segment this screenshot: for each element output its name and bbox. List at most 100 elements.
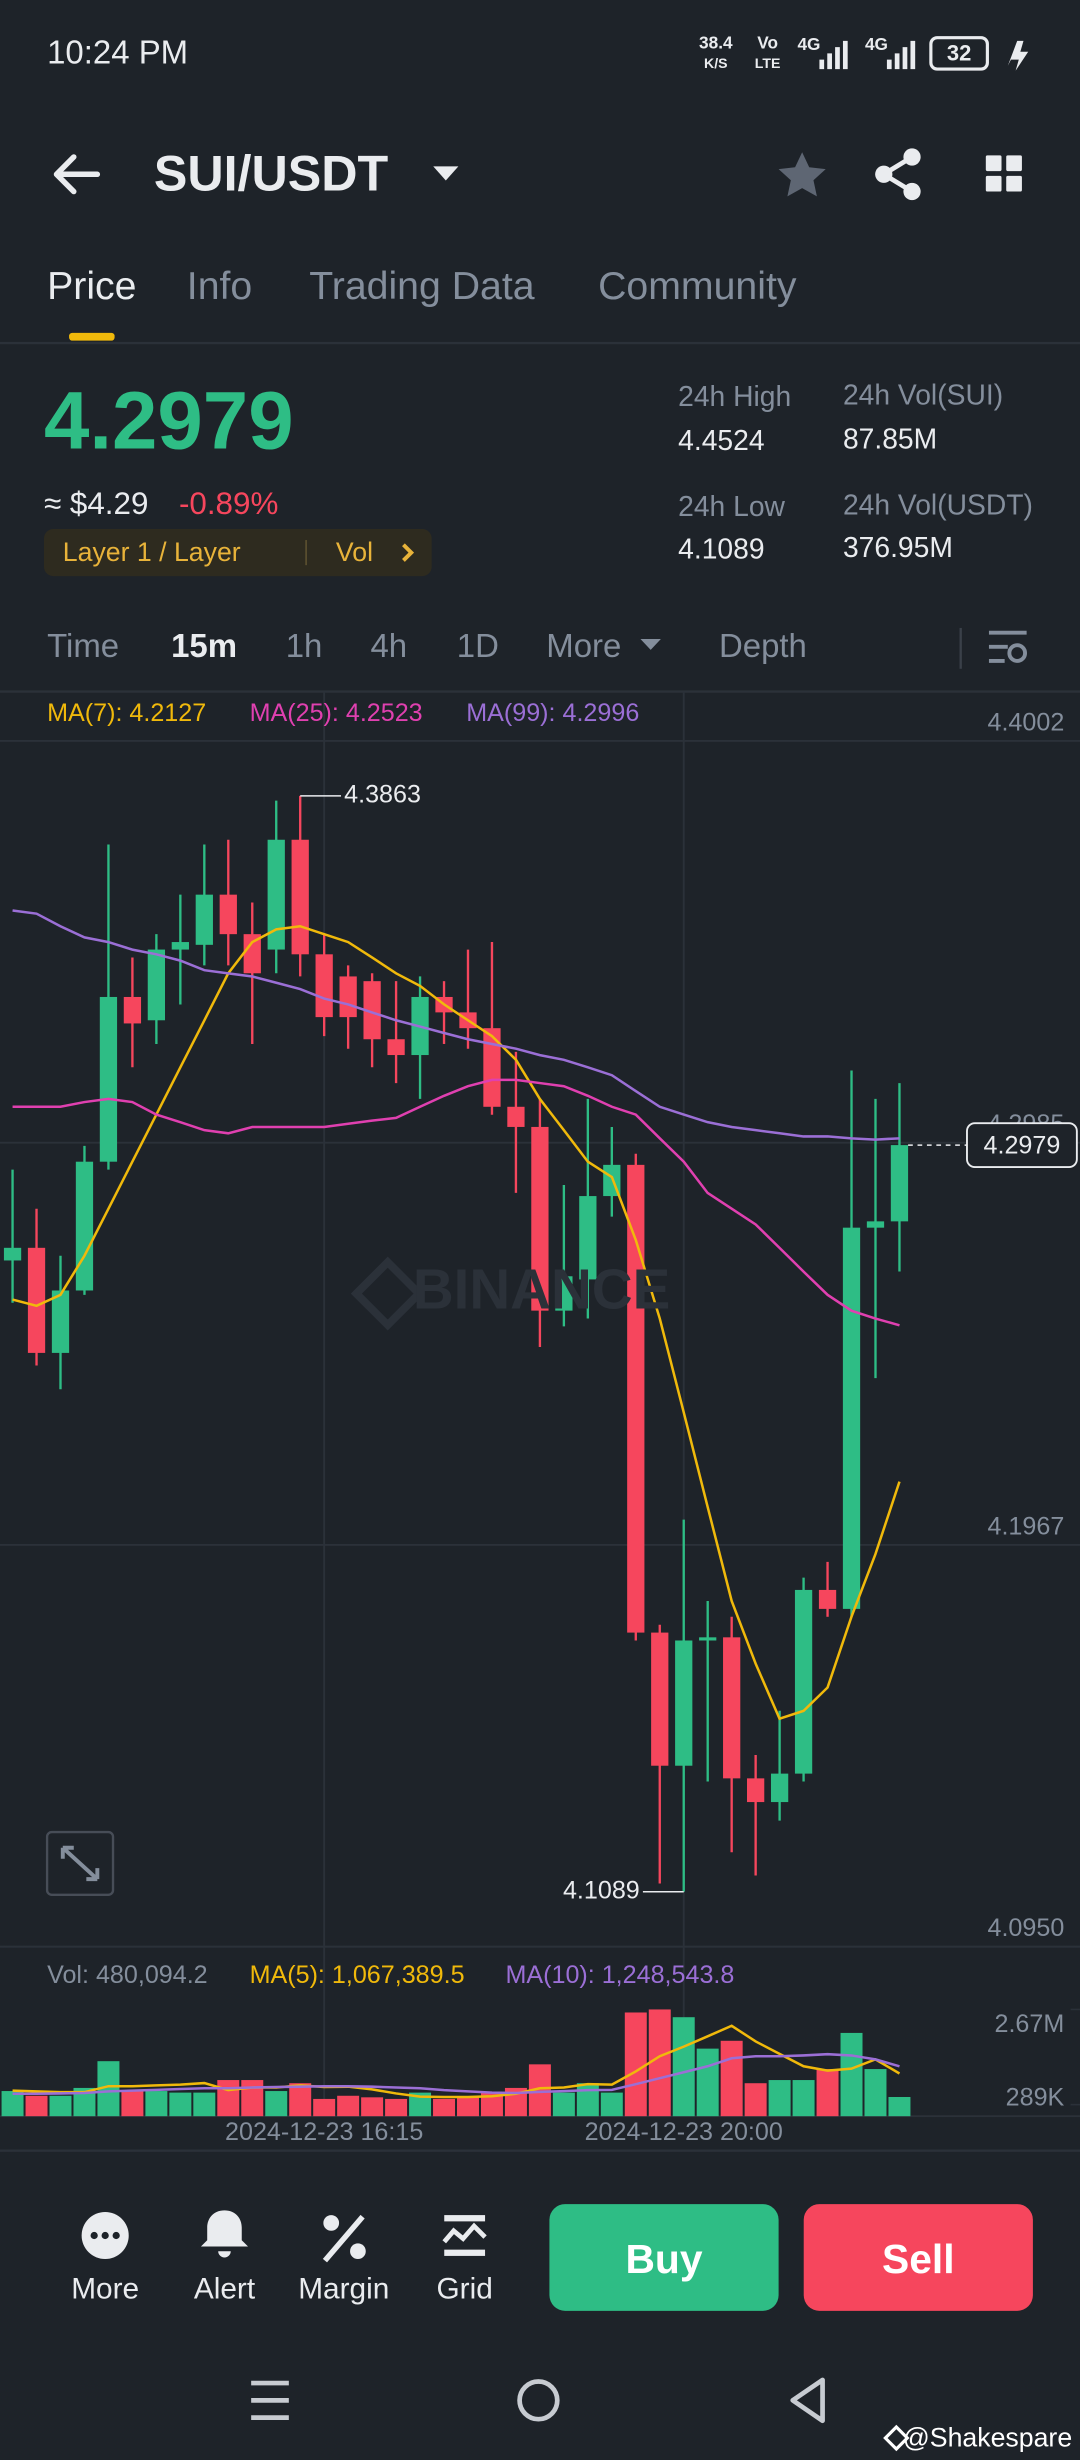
candle-body bbox=[75, 1161, 94, 1291]
volume-bar bbox=[361, 2097, 384, 2117]
volume-bar bbox=[433, 2098, 456, 2117]
more-icon[interactable] bbox=[81, 2211, 129, 2260]
chevron bbox=[402, 543, 415, 562]
buy-button[interactable] bbox=[549, 2204, 779, 2311]
candle-body bbox=[818, 1589, 837, 1609]
volume-bar bbox=[409, 2092, 432, 2117]
volume-bar bbox=[145, 2091, 168, 2117]
tab[interactable]: Price bbox=[47, 264, 136, 308]
candle-body bbox=[171, 942, 189, 950]
volume-bar bbox=[217, 2080, 240, 2117]
pair-title[interactable]: SUI/USDT bbox=[154, 146, 389, 202]
ma-line bbox=[12, 924, 901, 1721]
last-price-tag bbox=[966, 1122, 1078, 1169]
nav-menu[interactable] bbox=[251, 2380, 289, 2420]
volte: Vo bbox=[757, 33, 778, 53]
stat-label: 24h Vol(USDT) bbox=[843, 489, 1033, 521]
y-tick-label: 4.4002 bbox=[987, 708, 1064, 736]
candle-body bbox=[195, 894, 213, 945]
interval[interactable]: 4h bbox=[370, 627, 407, 664]
volume-bar bbox=[696, 2048, 719, 2117]
candle-body bbox=[339, 976, 357, 1018]
sector-label[interactable]: Layer 1 / Layer bbox=[63, 537, 241, 567]
candle-body bbox=[27, 1247, 46, 1353]
favorite-icon[interactable] bbox=[778, 152, 826, 197]
candle-body bbox=[627, 1164, 645, 1633]
volume-bar bbox=[768, 2080, 791, 2117]
tab[interactable]: Community bbox=[598, 264, 797, 308]
candle-body bbox=[675, 1640, 693, 1766]
credit: @Shakespare bbox=[903, 2423, 1072, 2453]
candle-body bbox=[147, 949, 166, 1021]
back-button[interactable] bbox=[53, 154, 101, 195]
low-label: 4.1089 bbox=[563, 1876, 640, 1904]
sell-button[interactable] bbox=[803, 2204, 1033, 2311]
alert-icon[interactable] bbox=[200, 2210, 249, 2258]
stat-value: 376.95M bbox=[843, 531, 953, 563]
chart-settings-icon[interactable] bbox=[988, 630, 1028, 663]
layout-icon[interactable] bbox=[985, 155, 1022, 192]
volume-ma-line bbox=[12, 2052, 900, 2096]
volume-bar bbox=[840, 2032, 863, 2117]
action-label[interactable]: Alert bbox=[194, 2272, 256, 2305]
buy-label[interactable]: Buy bbox=[625, 2236, 702, 2282]
watermark: BINANCE bbox=[413, 1258, 670, 1321]
dropdown-icon[interactable] bbox=[640, 638, 661, 650]
stat-value: 4.4524 bbox=[678, 424, 764, 456]
volume-bar bbox=[528, 2064, 551, 2117]
interval[interactable]: Depth bbox=[719, 627, 807, 664]
dropdown-icon[interactable] bbox=[433, 166, 459, 181]
tab[interactable]: Trading Data bbox=[309, 264, 535, 308]
candle-body bbox=[531, 1126, 549, 1311]
usd-price: ≈ $4.29 bbox=[44, 486, 148, 521]
grid-icon[interactable] bbox=[442, 2215, 487, 2256]
fullscreen-button[interactable] bbox=[45, 1830, 115, 1897]
candle-body bbox=[99, 996, 118, 1162]
nav-back[interactable] bbox=[790, 2377, 825, 2424]
nav-home[interactable] bbox=[517, 2379, 560, 2422]
candle-body bbox=[555, 1276, 573, 1311]
candle-body bbox=[507, 1106, 525, 1127]
net-speed: 38.4 bbox=[699, 33, 733, 53]
interval[interactable]: 1D bbox=[457, 627, 499, 664]
sell-label[interactable]: Sell bbox=[882, 2236, 955, 2282]
action-label[interactable]: Margin bbox=[298, 2272, 389, 2305]
interval[interactable]: Time bbox=[47, 627, 119, 664]
sector-tag[interactable] bbox=[43, 529, 432, 577]
interval[interactable]: 15m bbox=[171, 627, 237, 664]
volume-bar bbox=[97, 2061, 120, 2117]
interval[interactable]: More bbox=[546, 627, 621, 664]
share-icon[interactable] bbox=[875, 148, 921, 201]
candle-body bbox=[579, 1196, 597, 1280]
x-tick-label: 2024-12-23 20:00 bbox=[585, 2118, 783, 2146]
volume-legend: Vol: 480,094.2 bbox=[47, 1961, 208, 1989]
volume-bar bbox=[337, 2095, 360, 2117]
sim-type: 4G bbox=[797, 34, 820, 54]
signal bbox=[819, 40, 848, 70]
candle-body bbox=[890, 1145, 909, 1222]
volume-bar bbox=[888, 2097, 911, 2117]
candle-body bbox=[723, 1637, 741, 1779]
price-change: -0.89% bbox=[179, 486, 278, 521]
volume-bar bbox=[25, 2095, 48, 2117]
volume-bar bbox=[648, 2009, 671, 2117]
volume-bar bbox=[1, 2091, 24, 2117]
candle-body bbox=[747, 1778, 765, 1803]
candle-body bbox=[123, 996, 142, 1024]
candle-body bbox=[51, 1290, 70, 1353]
last-price: 4.2979 bbox=[44, 376, 294, 467]
action-label[interactable]: Grid bbox=[436, 2272, 492, 2305]
volume-bar bbox=[624, 2012, 647, 2117]
stat-value: 4.1089 bbox=[678, 532, 764, 564]
action-label[interactable]: More bbox=[71, 2272, 139, 2305]
margin-icon[interactable] bbox=[322, 2214, 366, 2263]
ma-line bbox=[12, 909, 900, 1141]
sector-vol[interactable]: Vol bbox=[336, 537, 373, 567]
candle-body bbox=[3, 1247, 22, 1261]
volume-bar bbox=[552, 2092, 575, 2117]
interval[interactable]: 1h bbox=[286, 627, 323, 664]
tab[interactable]: Info bbox=[187, 264, 252, 308]
candle-body bbox=[866, 1221, 885, 1228]
sim-type: 4G bbox=[865, 34, 888, 54]
